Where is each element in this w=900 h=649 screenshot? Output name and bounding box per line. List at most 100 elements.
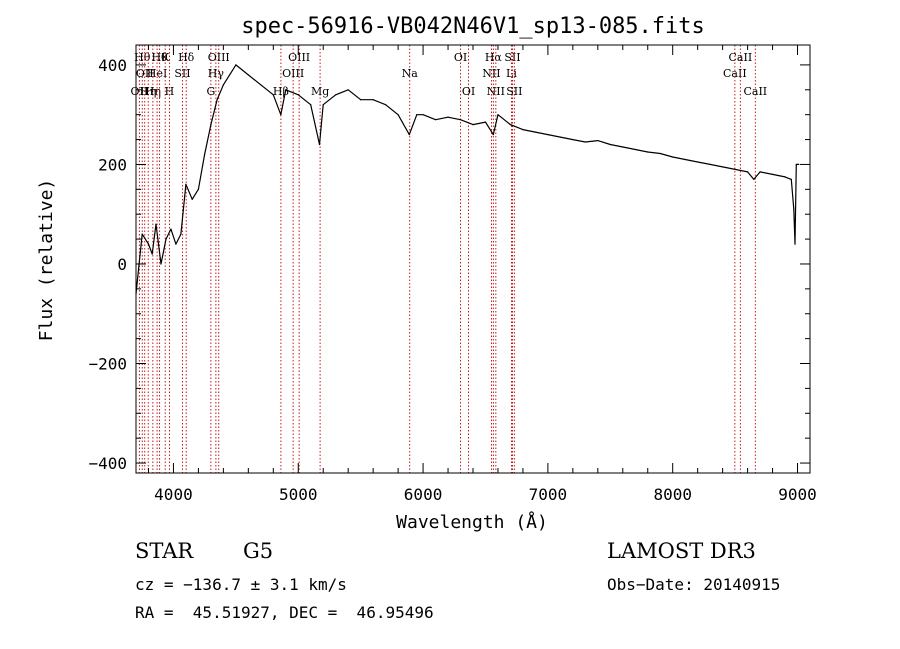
coordinates: RA = 45.51927, DEC = 46.95496 [135,603,434,622]
line-marker-label: CaII [729,51,753,64]
x-tick-label: 4000 [154,485,193,504]
spectrum-line [135,64,799,294]
spectrum-point [310,104,312,106]
line-marker-label: OI [462,85,475,98]
spectrum-point [408,133,410,136]
spectrum-point [634,148,636,151]
spectrum-point [572,138,574,141]
spectrum-point [347,89,349,91]
object-class: STAR [135,539,194,563]
line-marker-label: CaII [723,67,747,80]
spectrum-point [734,168,736,171]
line-marker-label: SII [174,67,190,80]
spectrum-point [447,116,449,118]
spectrum-point [285,89,287,91]
spectrum-point [522,129,524,131]
spectrum-point [297,94,299,96]
spectrum-point [216,99,218,101]
spectrum-point [434,119,437,121]
line-marker-label: Hδ [178,51,195,64]
line-marker-label: Hα [485,51,503,64]
spectrum-point [497,114,499,116]
survey-name: LAMOST DR3 [607,539,756,563]
spectrum-point [697,161,699,163]
spectrum-point [155,223,157,225]
line-marker-label: HeI [147,67,167,80]
spectrum-point [709,163,711,166]
line-marker-label: OIII [208,51,230,64]
spectrum-point [609,143,611,146]
spectrum-point [622,146,624,148]
spectrum-point [795,163,797,166]
obs-date: Obs−Date: 20140915 [607,575,781,594]
spectrum-point [180,233,182,235]
line-markers: OIIHθOIIHηHηHeIHθKHSIIHδGHγOIIIHβOIIIOII… [131,45,767,473]
line-marker-label: H [165,85,175,98]
line-marker-label: Hη [145,85,161,98]
axes: 4000 5000 6000 7000 8000 9000 −400 −200 0 200 400 [88,44,817,504]
spectrum-point [794,243,796,245]
line-marker-label: Hγ [208,67,225,80]
spectrum-point [197,188,200,190]
spectrum-point [771,173,774,175]
spectrum-point [141,233,143,235]
spectrum-point [798,163,800,166]
spectrum-point [472,124,474,126]
line-marker-label: OI [454,51,467,64]
line-marker-label: OII [136,67,154,80]
spectrum-point [229,74,231,76]
spectrum-point [160,263,162,265]
spectrum-point [175,243,177,245]
spectrum-point [204,153,206,156]
line-marker-label: Mg [311,85,329,98]
plot-area [135,64,800,295]
spectrum-point [272,94,274,96]
spectrum-point [559,136,561,138]
spectrum-point [796,163,799,166]
spectrum-point [372,99,374,101]
spectrum-point [335,94,337,96]
x-tick-label: 9000 [778,485,817,504]
plot-frame [135,44,811,474]
line-marker-label: Na [402,67,419,80]
spectrum-point [318,143,321,146]
x-axis-label: Wavelength (Å) [396,511,548,533]
object-subclass: G5 [243,539,274,563]
spectrum-point [672,156,674,158]
spectrum-point [784,176,786,178]
line-marker-label: NII [482,67,500,80]
line-marker-label: Hθ [151,51,168,64]
spectrum-point [793,208,795,210]
spectrum-point [484,121,487,123]
spectrum-point [260,84,262,86]
spectrum-point [659,152,661,155]
chart-title: spec-56916-VB042N46V1_sp13-085.fits [241,14,705,39]
spectrum-point [222,84,224,86]
spectrum-point [746,171,749,173]
line-marker-label: CaII [743,85,767,98]
spectrum-point [647,151,649,153]
x-tick-label: 7000 [529,485,568,504]
spectrum-point [210,124,212,126]
spectrum-point [416,114,418,116]
y-tick-label: 400 [98,56,127,75]
line-marker-label: G [206,85,215,98]
spectrum-point [422,114,424,116]
line-marker-label: Hη [140,85,156,98]
spectrum-point [597,139,599,142]
spectrum-point [170,228,172,230]
spectrum-point [235,64,237,66]
x-tick-label: 5000 [279,485,318,504]
spectrum-point [722,166,724,168]
spectrum-point [385,104,387,106]
line-marker-label: OIII [282,67,304,80]
spectrum-point [509,124,512,126]
spectrum-point [185,183,187,185]
x-tick-label: 6000 [404,485,443,504]
line-marker-label: SII [504,51,520,64]
spectrum-point [547,133,549,136]
spectrum-point [147,243,150,245]
spectrum-point [492,133,494,136]
line-marker-label: OIII [288,51,310,64]
